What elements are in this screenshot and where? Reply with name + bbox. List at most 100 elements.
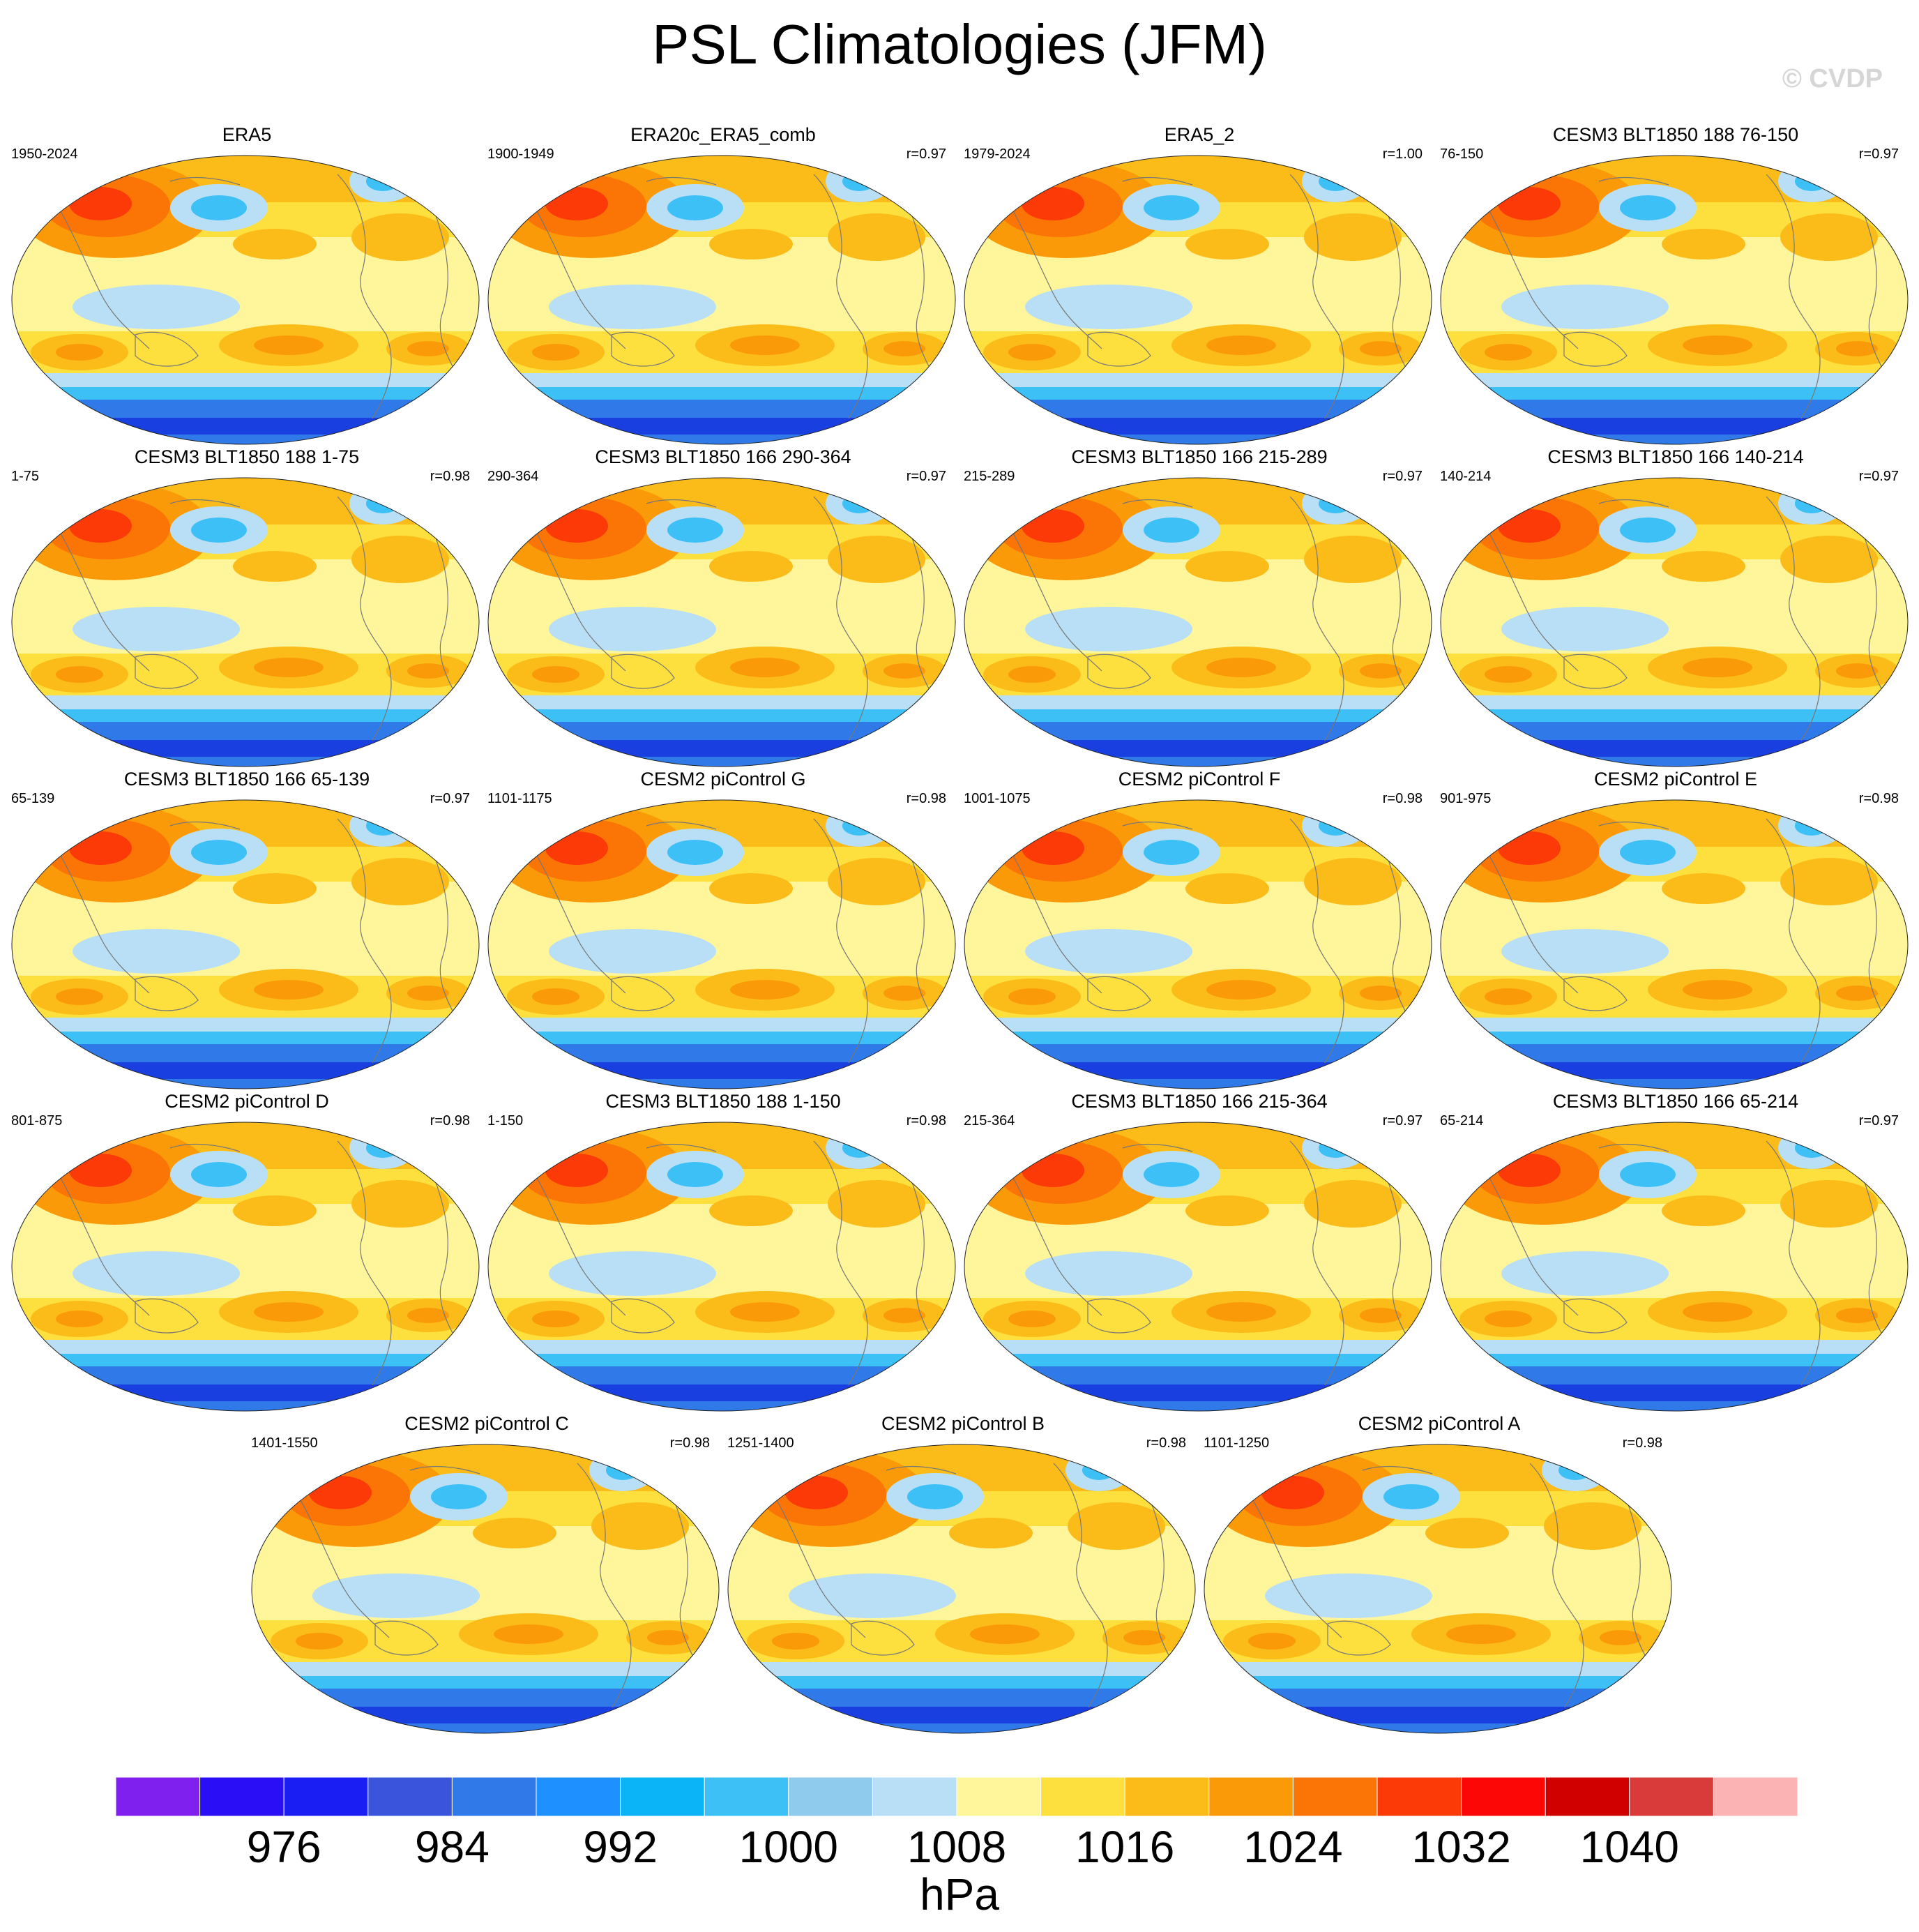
icelandic-low bbox=[349, 1127, 416, 1169]
coastline-2 bbox=[1087, 331, 1151, 367]
coastline-4 bbox=[1598, 821, 1669, 830]
azores-high bbox=[1780, 213, 1878, 261]
panel-correlation: r=0.98 bbox=[906, 791, 946, 806]
icelandic-low-core bbox=[1795, 172, 1828, 191]
coastline-3 bbox=[1856, 517, 1893, 707]
coastline-1 bbox=[767, 1484, 866, 1638]
siberian-high-center bbox=[545, 509, 608, 543]
coastline-3 bbox=[904, 195, 940, 384]
colorbar-swatch bbox=[1629, 1777, 1714, 1816]
southern-transition-band bbox=[1204, 1662, 1671, 1676]
coastline-0 bbox=[1289, 496, 1344, 741]
psl-map bbox=[1440, 155, 1909, 445]
icelandic-low bbox=[1065, 1449, 1132, 1491]
panel-years: 1950-2024 bbox=[11, 146, 78, 162]
southern-ocean-band-3 bbox=[964, 418, 1432, 435]
panel-title: CESM3 BLT1850 166 140-214 bbox=[1547, 446, 1804, 467]
aleutian-low-core bbox=[667, 518, 723, 543]
north-pacific-high bbox=[709, 229, 793, 259]
north-pacific-high bbox=[1185, 873, 1269, 904]
map-panel: CESM3 BLT1850 188 76-150 76-150 r=0.97 bbox=[1439, 123, 1913, 445]
coastline-5 bbox=[1800, 488, 1879, 504]
icelandic-low bbox=[826, 483, 893, 524]
warm-pool-low bbox=[73, 607, 240, 651]
coastline-0 bbox=[1053, 1463, 1108, 1708]
southern-ocean-band-1 bbox=[12, 709, 479, 722]
southern-ocean-band-3 bbox=[1441, 740, 1908, 757]
icelandic-low bbox=[1542, 1449, 1609, 1491]
coastline-3 bbox=[1856, 195, 1893, 384]
siberian-high-center bbox=[1022, 831, 1084, 865]
coastline-2 bbox=[851, 1620, 915, 1656]
coastline-1 bbox=[1243, 1484, 1342, 1638]
coastline-0 bbox=[813, 174, 868, 419]
colorbar-swatch bbox=[1713, 1777, 1798, 1816]
panel-years: 215-364 bbox=[964, 1113, 1015, 1129]
warm-pool-low bbox=[73, 285, 240, 329]
map-border bbox=[11, 155, 480, 445]
map-panel: ERA5_2 1979-2024 r=1.00 bbox=[962, 123, 1436, 445]
icelandic-low bbox=[349, 160, 416, 202]
coastline-3 bbox=[427, 517, 464, 707]
siberian-high-center bbox=[309, 1476, 372, 1509]
coastline-5 bbox=[848, 1133, 926, 1149]
north-pacific-high bbox=[1425, 1518, 1509, 1548]
coastline-2 bbox=[374, 1620, 439, 1656]
coastline-0 bbox=[1766, 496, 1821, 741]
aleutian-low-core bbox=[191, 195, 247, 220]
coastline-5 bbox=[1324, 810, 1402, 827]
south-atlantic-high-core bbox=[1600, 1630, 1641, 1645]
panel-title: CESM3 BLT1850 166 215-364 bbox=[1071, 1091, 1328, 1112]
coastline-4 bbox=[1598, 1143, 1669, 1152]
coastline-3 bbox=[667, 1484, 704, 1673]
south-pacific-high-core bbox=[1683, 980, 1752, 999]
psl-map bbox=[487, 1122, 956, 1412]
panel-title: ERA20c_ERA5_comb bbox=[630, 124, 816, 145]
icelandic-low-core bbox=[366, 816, 400, 836]
colorbar-swatch bbox=[1040, 1777, 1125, 1816]
coastline-1 bbox=[527, 195, 626, 349]
psl-map bbox=[11, 477, 480, 767]
north-pacific-high bbox=[1662, 229, 1745, 259]
icelandic-low bbox=[826, 160, 893, 202]
panel-title: CESM3 BLT1850 188 1-150 bbox=[605, 1091, 841, 1112]
warm-pool-low bbox=[1501, 1251, 1669, 1296]
azores-high bbox=[828, 536, 925, 583]
panel-title: CESM2 piControl A bbox=[1358, 1413, 1521, 1434]
north-pacific-high bbox=[1185, 551, 1269, 582]
south-atlantic-high-core bbox=[407, 986, 449, 1001]
south-atlantic-high-core bbox=[883, 663, 925, 679]
coastline-4 bbox=[1122, 176, 1193, 186]
coastline-0 bbox=[1529, 1463, 1584, 1708]
coastline-5 bbox=[372, 488, 450, 504]
southern-ocean-band-1 bbox=[12, 1354, 479, 1366]
icelandic-low-core bbox=[606, 1461, 639, 1480]
icelandic-low bbox=[826, 805, 893, 847]
icelandic-low bbox=[1302, 160, 1369, 202]
icelandic-low-core bbox=[366, 172, 400, 191]
psl-map bbox=[964, 1122, 1432, 1412]
icelandic-low bbox=[826, 1127, 893, 1169]
warm-pool-low bbox=[1501, 929, 1669, 974]
southern-transition-band bbox=[12, 1340, 479, 1354]
colorbar-tick-label: 1024 bbox=[1243, 1822, 1343, 1872]
aleutian-low-core bbox=[1620, 1162, 1676, 1187]
coastline-5 bbox=[1800, 1133, 1879, 1149]
panel-title: CESM2 piControl D bbox=[165, 1091, 329, 1112]
siberian-high-center bbox=[1022, 509, 1084, 543]
icelandic-low-core bbox=[1558, 1461, 1592, 1480]
azores-high bbox=[351, 536, 449, 583]
coastline-2 bbox=[135, 654, 199, 689]
aleutian-low-core bbox=[1144, 840, 1199, 865]
coastline-4 bbox=[646, 1143, 717, 1152]
south-pacific-high-core bbox=[1206, 980, 1276, 999]
psl-map bbox=[487, 155, 956, 445]
southern-ocean-band-1 bbox=[1204, 1676, 1671, 1689]
coastline-0 bbox=[1766, 818, 1821, 1064]
southern-ocean-band-3 bbox=[12, 1384, 479, 1401]
south-pacific-high-core bbox=[1206, 1302, 1276, 1322]
icelandic-low-core bbox=[366, 494, 400, 513]
coastline-5 bbox=[1564, 1455, 1642, 1471]
coastline-3 bbox=[427, 195, 464, 384]
indian-ocean-high-core bbox=[772, 1633, 819, 1650]
